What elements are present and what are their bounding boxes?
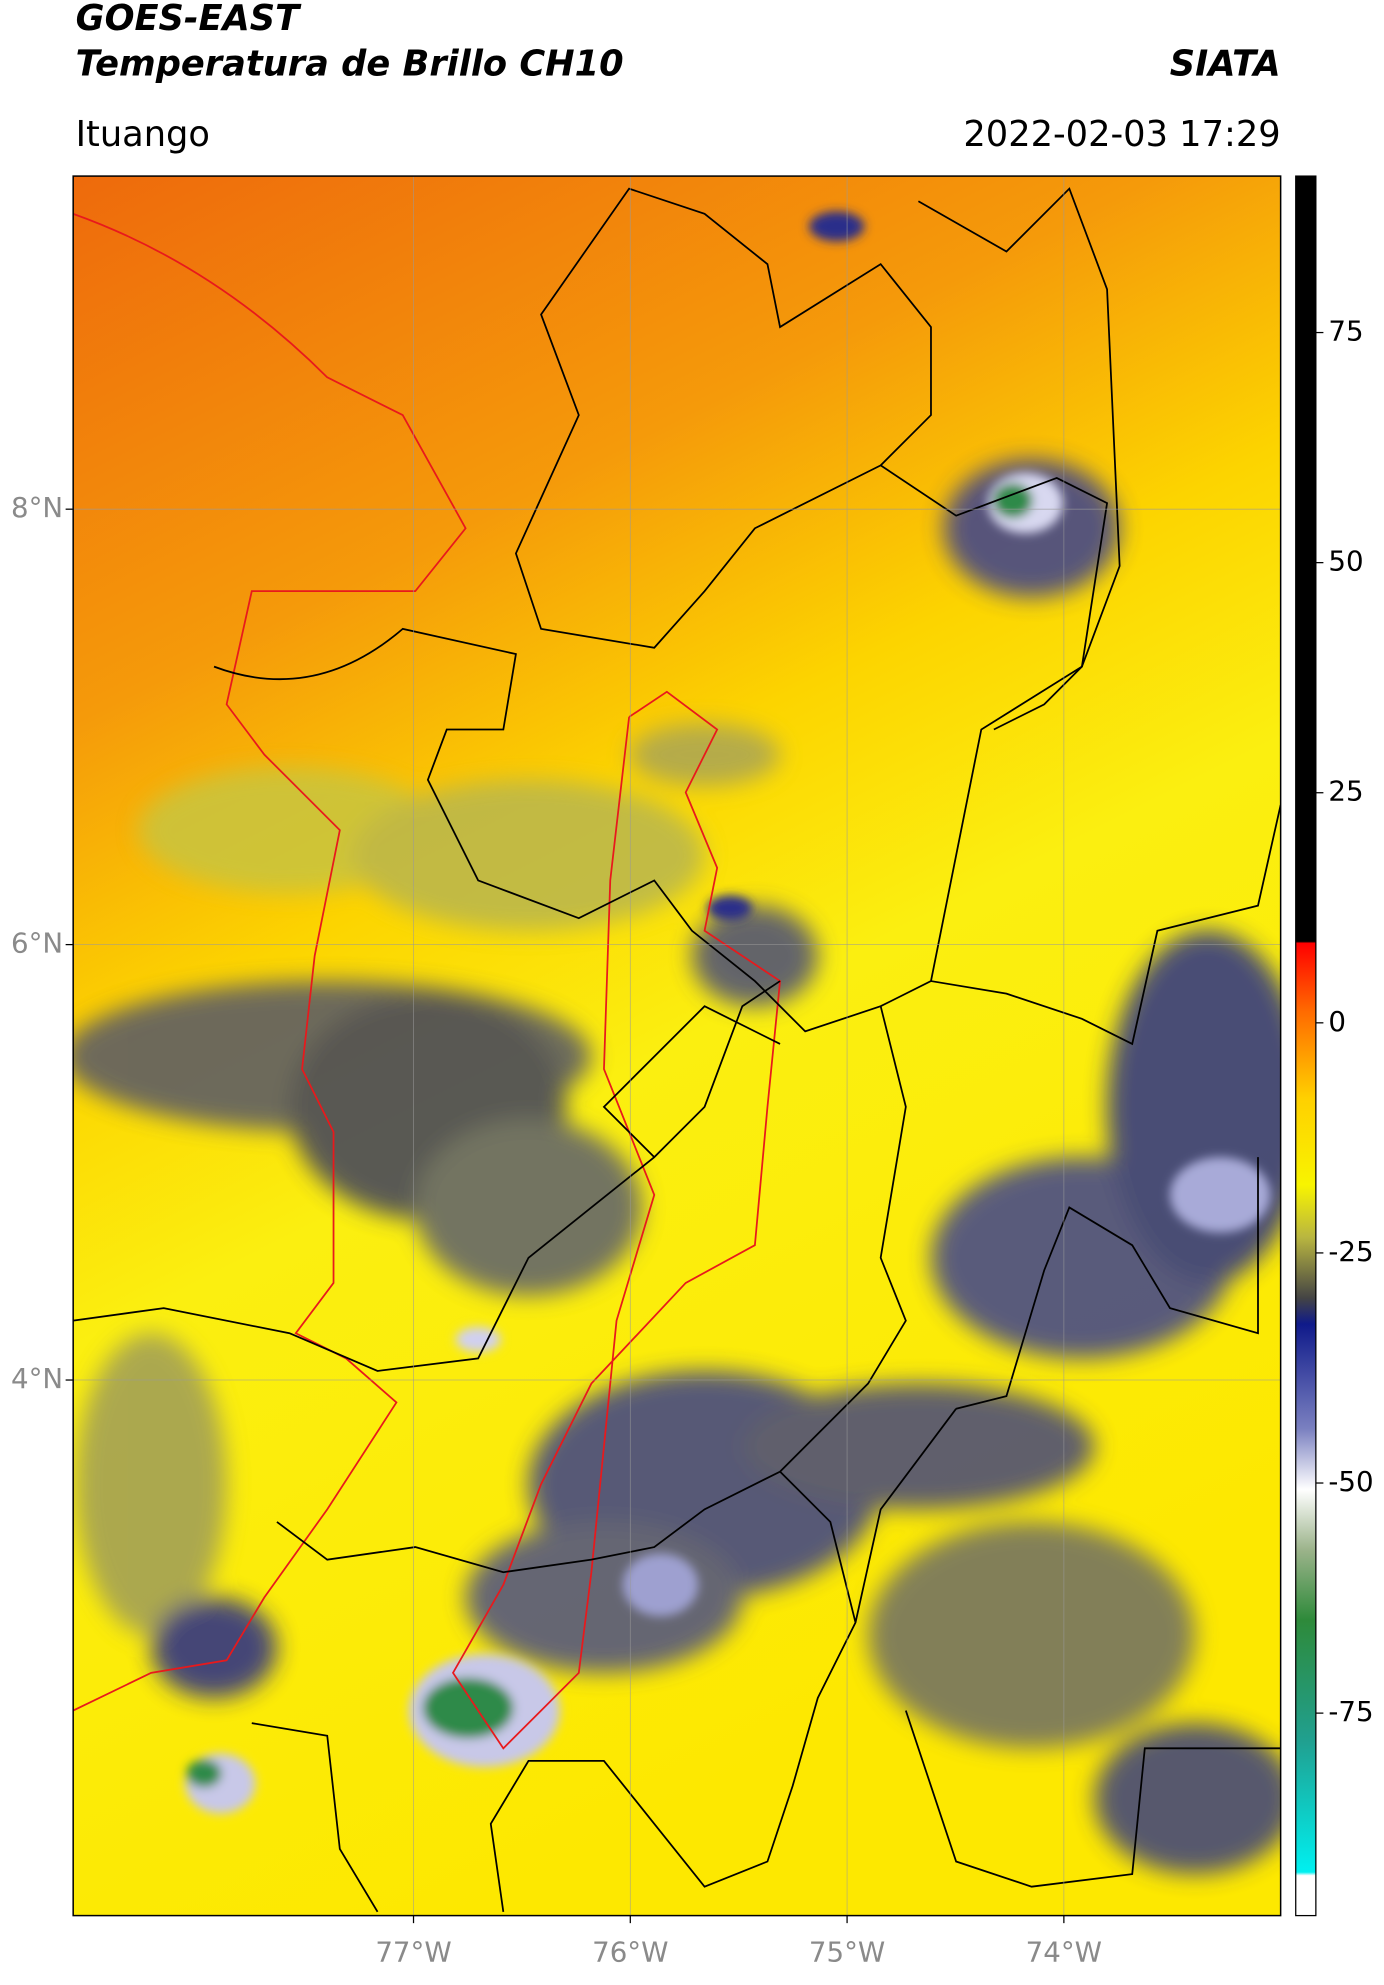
colorbar-tick-label: 25	[1328, 775, 1363, 808]
colorbar	[1295, 175, 1317, 1917]
subtitle: Temperatura de Brillo CH10	[76, 43, 624, 84]
x-tick-label: 75°W	[809, 1935, 885, 1968]
title: GOES-EAST	[76, 0, 302, 39]
x-tick-label: 74°W	[1026, 1935, 1102, 1968]
y-tick-label: 6°N	[11, 927, 63, 960]
colorbar-tick-label: 75	[1328, 315, 1363, 348]
colorbar-tick-label: 50	[1328, 545, 1363, 578]
location: Ituango	[76, 114, 210, 155]
x-tick-label: 77°W	[375, 1935, 451, 1968]
colorbar-tick-label: -25	[1328, 1235, 1373, 1268]
colorbar-tick-label: 0	[1328, 1005, 1346, 1038]
timestamp: 2022-02-03 17:29	[963, 114, 1280, 155]
x-tick-label: 76°W	[592, 1935, 668, 1968]
grid	[73, 176, 1281, 1916]
y-tick-label: 8°N	[11, 491, 63, 524]
map-image	[73, 176, 1281, 1916]
colorbar-tick-label: -50	[1328, 1465, 1373, 1498]
y-tick-label: 4°N	[11, 1362, 63, 1395]
map-frame	[72, 175, 1282, 1917]
source: SIATA	[1170, 43, 1281, 84]
colorbar-tick-label: -75	[1328, 1695, 1373, 1728]
